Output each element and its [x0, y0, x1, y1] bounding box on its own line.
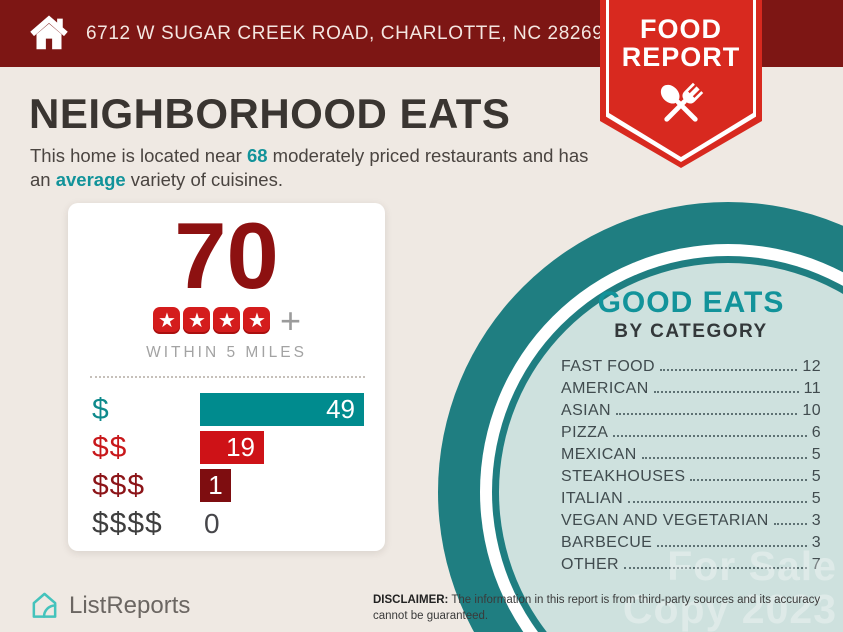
star-icon: ★: [213, 307, 241, 334]
category-label: FAST FOOD: [561, 358, 655, 375]
category-row: VEGAN AND VEGETARIAN 3: [561, 512, 821, 534]
category-row: OTHER 7: [561, 556, 821, 578]
category-count: 7: [811, 556, 821, 573]
disclaimer-text: The information in this report is from t…: [373, 594, 821, 623]
category-label: VEGAN AND VEGETARIAN: [561, 512, 769, 529]
dotted-leader: [624, 567, 807, 569]
home-icon: [30, 15, 68, 50]
score-card: 70 ★ ★ ★ ★ + WITHIN 5 MILES $ 49 $$ 19: [68, 203, 385, 551]
star-icon: ★: [153, 307, 181, 334]
disclaimer-label: DISCLAIMER:: [373, 594, 449, 606]
category-label: BARBECUE: [561, 534, 653, 551]
category-count: 3: [811, 512, 821, 529]
bar-row-price-4: $$$$ 0: [92, 507, 365, 540]
bar-row-price-3: $$$ 1: [92, 469, 365, 502]
good-eats-panel: GOOD EATS BY CATEGORY FAST FOOD 12 AMERIC…: [561, 286, 821, 578]
radius-label: WITHIN 5 MILES: [146, 344, 307, 361]
category-row: AMERICAN 11: [561, 380, 821, 402]
category-count: 6: [811, 424, 821, 441]
bar-row-price-1: $ 49: [92, 393, 365, 426]
good-eats-title: GOOD EATS: [597, 286, 785, 319]
category-count: 5: [811, 446, 821, 463]
price-label-3: $$$: [92, 468, 146, 502]
crossed-spoon-fork-icon: [660, 83, 704, 123]
bar-row-price-2: $$ 19: [92, 431, 365, 464]
category-label: AMERICAN: [561, 380, 649, 397]
bar-track: 49: [200, 393, 365, 426]
listreports-house-icon: [32, 592, 57, 618]
food-report-ribbon: FOOD REPORT: [600, 0, 762, 168]
subtitle-part2: moderately priced restaurants and has an: [30, 145, 589, 191]
by-category-subtitle: BY CATEGORY: [614, 321, 768, 342]
bar-track: 0: [200, 507, 365, 540]
subtitle-part1: This home is located near: [30, 145, 247, 166]
price-label-2: $$: [92, 430, 128, 464]
star-rating: ★ ★ ★ ★ +: [68, 300, 385, 341]
bar-value-1: 49: [326, 394, 355, 424]
category-row: FAST FOOD 12: [561, 358, 821, 380]
star-icon: ★: [183, 307, 211, 334]
ribbon-title-line1: FOOD: [640, 14, 722, 44]
category-label: MEXICAN: [561, 446, 637, 463]
category-count: 10: [802, 402, 821, 419]
property-address: 6712 W SUGAR CREEK ROAD, CHARLOTTE, NC 2…: [86, 22, 604, 44]
brand-name: ListReports: [69, 591, 191, 619]
disclaimer: DISCLAIMER: The information in this repo…: [373, 592, 823, 624]
dotted-divider: [90, 376, 365, 378]
category-row: MEXICAN 5: [561, 446, 821, 468]
subtitle-part3: variety of cuisines.: [125, 169, 283, 191]
dotted-leader: [657, 545, 807, 547]
category-label: OTHER: [561, 556, 619, 573]
dotted-leader: [613, 435, 807, 437]
restaurant-score: 70: [174, 203, 279, 308]
category-count: 12: [802, 358, 821, 375]
category-count: 5: [811, 468, 821, 485]
price-level-bar-chart: $ 49 $$ 19 $$$ 1: [92, 393, 365, 545]
variety-highlight: average: [55, 169, 126, 191]
dotted-leader: [628, 501, 807, 503]
listreports-logo: ListReports: [29, 590, 190, 621]
dotted-leader: [653, 391, 799, 393]
star-icon: ★: [243, 307, 271, 334]
category-count: 5: [811, 490, 821, 507]
category-label: ITALIAN: [561, 490, 624, 507]
category-list: FAST FOOD 12 AMERICAN 11 ASIAN 10 PIZZA 6 ME…: [561, 358, 821, 578]
ribbon-title-line2: REPORT: [621, 42, 741, 72]
page-title: NEIGHBORHOOD EATS: [29, 90, 511, 137]
category-label: ASIAN: [561, 402, 612, 419]
dotted-leader: [641, 457, 807, 459]
bar-price-1: 49: [200, 393, 364, 426]
subtitle: This home is located near 68 moderately …: [30, 144, 605, 192]
dotted-leader: [773, 523, 807, 525]
price-label-1: $: [92, 392, 110, 426]
category-row: ITALIAN 5: [561, 490, 821, 512]
bar-price-2: 19: [200, 431, 264, 464]
category-count: 3: [811, 534, 821, 551]
bar-track: 19: [200, 431, 365, 464]
category-label: STEAKHOUSES: [561, 468, 686, 485]
category-row: PIZZA 6: [561, 424, 821, 446]
bar-track: 1: [200, 469, 365, 502]
bar-value-2: 19: [226, 432, 255, 462]
category-row: STEAKHOUSES 5: [561, 468, 821, 490]
bar-value-3: 1: [208, 470, 223, 500]
dotted-leader: [659, 369, 798, 371]
plus-icon: +: [279, 300, 302, 341]
bar-value-4: 0: [204, 507, 220, 539]
star-icons: ★ ★ ★ ★: [152, 307, 272, 334]
category-row: ASIAN 10: [561, 402, 821, 424]
dotted-leader: [616, 413, 798, 415]
category-count: 11: [803, 380, 821, 397]
dotted-leader: [690, 479, 807, 481]
category-label: PIZZA: [561, 424, 609, 441]
price-label-4: $$$$: [92, 506, 163, 540]
restaurant-count: 68: [246, 145, 268, 166]
category-row: BARBECUE 3: [561, 534, 821, 556]
bar-price-3: 1: [200, 469, 231, 502]
